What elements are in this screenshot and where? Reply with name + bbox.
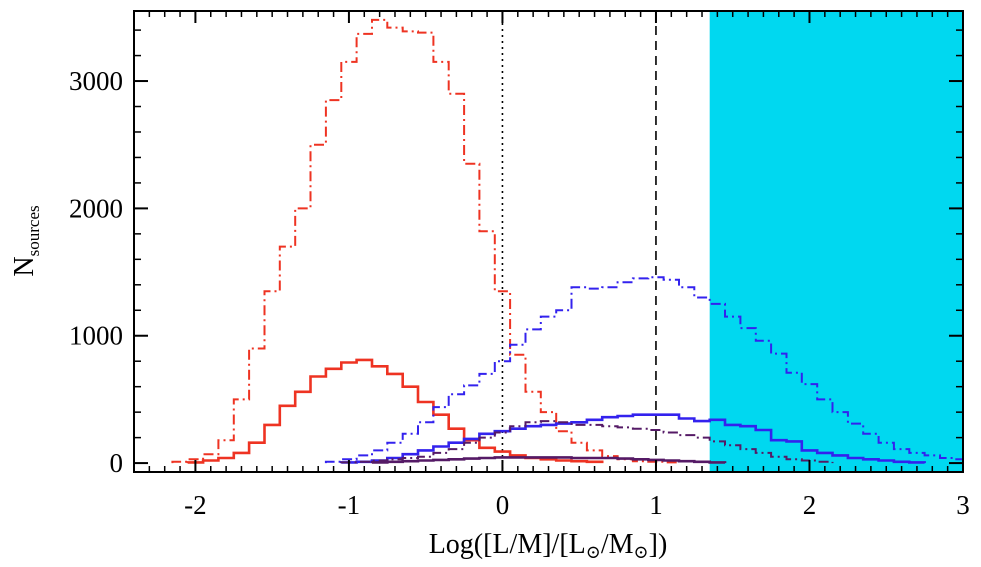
ticks-layer [133,11,964,472]
y-axis-title: Nsources [9,205,43,276]
series-5-dashdot-histogram [340,420,834,464]
series-3-dashdot-histogram [324,276,963,464]
x-tick-label: 3 [956,490,970,520]
shaded-region-layer [709,11,963,472]
series-layer [171,18,963,464]
series-6-solid-histogram [370,456,727,464]
y-tick-label: 2000 [69,193,123,223]
x-tick-label: 1 [649,490,663,520]
x-tick-label: -1 [338,490,361,520]
x-tick-label: 2 [803,490,817,520]
y-tick-label: 0 [110,448,124,478]
series-1-dashdot-histogram [171,18,680,464]
shaded-region [709,11,963,472]
x-tick-label: 0 [496,490,510,520]
series-4-solid-histogram [340,413,926,464]
x-axis-title: Log([L/M]/[L⊙/M⊙]) [429,529,668,562]
y-tick-label: 3000 [69,66,123,96]
y-tick-label: 1000 [69,321,123,351]
x-tick-label: -2 [184,490,207,520]
reference-lines-layer [501,11,657,472]
x-tick-labels: -2 -1 0 1 2 3 [184,490,970,520]
y-tick-labels: 0 1000 2000 3000 [69,66,123,478]
